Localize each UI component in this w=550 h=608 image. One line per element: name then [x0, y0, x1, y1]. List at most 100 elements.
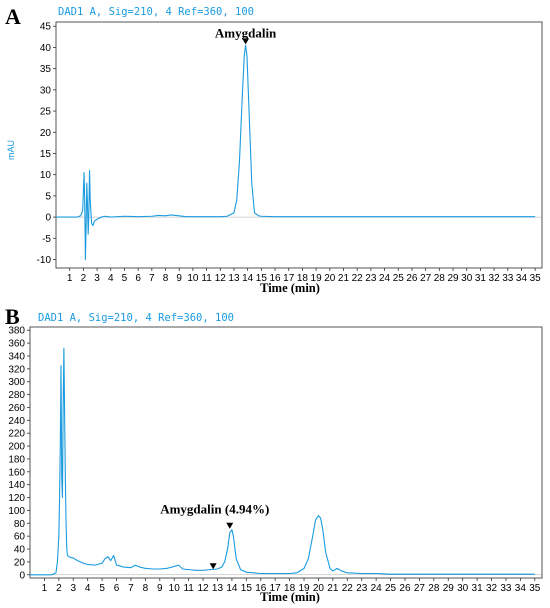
panel-b-peak-marker: [226, 522, 234, 529]
panel-b-y-tick-label: 220: [8, 429, 25, 440]
panel-b-x-tick-label: 14: [226, 583, 238, 594]
panel-b-x-tick-label: 1: [42, 583, 48, 594]
panel-b-x-tick-label: 11: [183, 583, 194, 594]
panel-b-x-tick-label: 3: [70, 583, 76, 594]
panel-b-x-tick-label: 33: [500, 583, 512, 594]
panel-a-x-tick-label: 22: [352, 273, 364, 284]
panel-a-plot-frame: [55, 21, 543, 269]
panel-a-y-tick-label: 45: [40, 22, 52, 33]
panel-b-x-tick-label: 7: [128, 583, 134, 594]
panel-a-signal-label: DAD1 A, Sig=210, 4 Ref=360, 100: [58, 6, 254, 18]
panel-a-y-tick-label: 30: [40, 85, 52, 96]
panel-a-x-tick-label: 27: [420, 273, 432, 284]
panel-b-x-tick-label: 6: [114, 583, 120, 594]
panel-a-y-tick-label: 40: [40, 43, 52, 54]
panel-b-peak-marker: [209, 563, 217, 570]
panel-b-y-tick-label: 200: [8, 442, 25, 453]
panel-a-x-tick-label: 14: [242, 273, 254, 284]
panel-a-y-tick-label: -10: [37, 255, 52, 266]
panel-a-x-tick-label: 24: [379, 273, 391, 284]
panel-b-y-tick-label: 20: [14, 557, 26, 568]
panel-b-y-tick-label: 320: [8, 364, 25, 375]
panel-a-x-tick-label: 30: [461, 273, 473, 284]
panel-b-y-tick-label: 140: [8, 480, 25, 491]
panel-b-y-tick-label: 0: [19, 570, 25, 581]
panel-b-x-tick-label: 31: [472, 583, 484, 594]
panel-b-chromatogram-trace: [30, 347, 535, 576]
panel-a-x-tick-label: 34: [516, 273, 528, 284]
panel-a-chromatogram-trace: [56, 44, 536, 261]
panel-a-x-tick-label: 33: [502, 273, 514, 284]
panel-a-x-tick-label: 25: [393, 273, 405, 284]
panel-a: A DAD1 A, Sig=210, 4 Ref=360, 100 mAU Ti…: [5, 4, 543, 295]
panel-b-y-tick-label: 260: [8, 403, 25, 414]
panel-a-x-tick-label: 35: [530, 273, 542, 284]
panel-b-y-tick-label: 360: [8, 339, 25, 350]
panel-a-peak-annotation: Amygdalin: [215, 25, 277, 40]
panel-a-y-tick-label: 20: [40, 128, 52, 139]
panel-a-x-tick-label: 10: [187, 273, 199, 284]
panel-a-y-tick-label: 15: [40, 149, 52, 160]
panel-b-x-tick-label: 8: [143, 583, 149, 594]
panel-b-x-tick-label: 13: [212, 583, 224, 594]
panel-a-x-tick-label: 12: [215, 273, 227, 284]
panel-b-y-tick-label: 100: [8, 506, 25, 517]
panel-a-x-tick-label: 13: [228, 273, 240, 284]
panel-a-x-tick-label: 8: [163, 273, 169, 284]
panel-a-x-tick-label: 28: [434, 273, 446, 284]
panel-b-y-tick-label: 340: [8, 351, 25, 362]
panel-b-x-tick-label: 19: [298, 583, 310, 594]
panel-a-x-tick-label: 3: [94, 273, 100, 284]
panel-a-y-tick-label: 25: [40, 107, 52, 118]
panel-b-x-tick-label: 28: [428, 583, 440, 594]
panel-a-x-tick-label: 16: [269, 273, 281, 284]
panel-b-x-tick-label: 20: [313, 583, 325, 594]
panel-b-peak-annotation: Amygdalin (4.94%): [160, 502, 269, 517]
panel-a-x-tick-label: 21: [338, 273, 350, 284]
panel-a-x-tick-label: 19: [311, 273, 323, 284]
panel-a-peak-marker: [242, 38, 250, 45]
panel-b-y-tick-label: 60: [14, 532, 26, 543]
panel-b-x-tick-label: 27: [414, 583, 426, 594]
panel-b-x-tick-label: 9: [157, 583, 163, 594]
panel-a-x-tick-label: 9: [176, 273, 182, 284]
panel-a-x-tick-label: 4: [108, 273, 114, 284]
panel-a-x-tick-label: 5: [122, 273, 128, 284]
panel-b-x-tick-label: 21: [327, 583, 339, 594]
panel-a-x-tick-label: 6: [135, 273, 141, 284]
panel-b-y-tick-label: 280: [8, 390, 25, 401]
panel-b-letter: B: [5, 304, 20, 329]
panel-b-y-tick-label: 120: [8, 493, 25, 504]
panel-b-y-tick-label: 80: [14, 519, 26, 530]
panel-b-x-tick-label: 35: [529, 583, 541, 594]
panel-a-x-tick-label: 29: [447, 273, 459, 284]
panel-a-x-tick-label: 1: [67, 273, 73, 284]
panel-b-x-axis-title: Time (min): [260, 590, 320, 604]
panel-a-x-tick-label: 11: [201, 273, 212, 284]
panel-a-x-tick-label: 26: [406, 273, 418, 284]
panel-b-x-tick-label: 24: [371, 583, 383, 594]
panel-a-y-tick-label: 10: [40, 170, 52, 181]
panel-a-y-axis-label: mAU: [6, 140, 16, 160]
panel-a-y-tick-label: 35: [40, 64, 52, 75]
panel-b-x-tick-label: 5: [99, 583, 105, 594]
panel-b-y-tick-label: 40: [14, 545, 26, 556]
panel-b-y-tick-label: 180: [8, 454, 25, 465]
panel-b-x-tick-label: 12: [198, 583, 210, 594]
panel-a-x-tick-label: 17: [283, 273, 295, 284]
panel-b-x-tick-label: 10: [169, 583, 181, 594]
panel-a-x-tick-label: 7: [149, 273, 155, 284]
panel-b-x-tick-label: 23: [356, 583, 368, 594]
panel-b-x-tick-label: 34: [515, 583, 527, 594]
panel-a-x-tick-label: 31: [475, 273, 487, 284]
panel-b-y-tick-label: 160: [8, 467, 25, 478]
panel-a-x-tick-label: 32: [489, 273, 501, 284]
panel-b-x-tick-label: 17: [270, 583, 282, 594]
panel-b-x-tick-label: 16: [255, 583, 267, 594]
panel-b-y-tick-label: 300: [8, 377, 25, 388]
panel-b-signal-label: DAD1 A, Sig=210, 4 Ref=360, 100: [38, 312, 234, 324]
panel-b-x-tick-label: 4: [85, 583, 91, 594]
panel-b-x-tick-label: 22: [342, 583, 354, 594]
panel-b-x-tick-label: 32: [486, 583, 498, 594]
panel-b-x-tick-label: 18: [284, 583, 296, 594]
